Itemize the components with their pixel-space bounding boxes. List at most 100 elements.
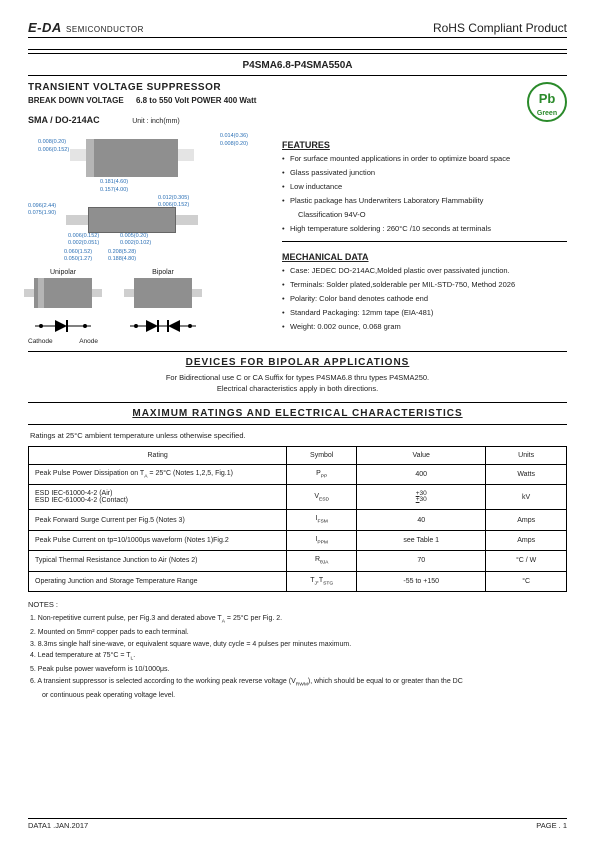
table-row: Typical Thermal Resistance Junction to A… — [29, 551, 567, 571]
notes-heading: NOTES : — [28, 600, 567, 609]
diode-bipolar-icon — [128, 316, 198, 336]
feature-item: Classification 94V-O — [282, 210, 567, 219]
dim-label: 0.050(1.27) — [64, 256, 92, 262]
unit-label: Unit : inch(mm) — [132, 118, 179, 125]
table-cell: ESD IEC-61000-4-2 (Air)ESD IEC-61000-4-2… — [29, 485, 287, 510]
part-number-title: P4SMA6.8-P4SMA550A — [28, 54, 567, 76]
table-cell: Operating Junction and Storage Temperatu… — [29, 571, 287, 591]
bipolar-block: Bipolar — [128, 269, 198, 338]
breakdown-line: BREAK DOWN VOLTAGE 6.8 to 550 Volt POWER… — [28, 96, 268, 105]
feature-item: For surface mounted applications in orde… — [282, 154, 567, 163]
cathode-label: Cathode — [28, 338, 53, 345]
diode-unipolar-icon — [33, 316, 93, 336]
table-header: Units — [486, 447, 567, 465]
table-header: Rating — [29, 447, 287, 465]
dim-label: 0.006(0.152) — [158, 202, 189, 208]
page-header: E-DA SEMICONDUCTOR RoHS Compliant Produc… — [28, 20, 567, 38]
ratings-table: Rating Symbol Value Units Peak Pulse Pow… — [28, 446, 567, 592]
table-cell: Amps — [486, 530, 567, 550]
dim-label: 0.006(0.152) — [38, 147, 69, 153]
dim-label: 0.014(0.36) — [220, 133, 248, 139]
table-row: Peak Pulse Power Dissipation on TA = 25°… — [29, 465, 567, 485]
table-cell: -55 to +150 — [357, 571, 486, 591]
table-cell: VESD — [287, 485, 357, 510]
table-row: Operating Junction and Storage Temperatu… — [29, 571, 567, 591]
pb-free-icon: Pb Green — [527, 82, 567, 122]
bipolar-app-title: DEVICES FOR BIPOLAR APPLICATIONS — [28, 352, 567, 370]
bipolar-label: Bipolar — [128, 269, 198, 276]
note-item: 2. Mounted on 5mm² copper pads to each t… — [30, 627, 567, 639]
note-item: 4. Lead temperature at 75°C = TL. — [30, 650, 567, 664]
rohs-label: RoHS Compliant Product — [433, 21, 567, 35]
table-row: ESD IEC-61000-4-2 (Air)ESD IEC-61000-4-2… — [29, 485, 567, 510]
brand-sub: SEMICONDUCTOR — [66, 25, 144, 34]
brand: E-DA SEMICONDUCTOR — [28, 20, 144, 35]
dim-label: 0.181(4.60) — [100, 179, 128, 185]
table-cell: Peak Pulse Power Dissipation on TA = 25°… — [29, 465, 287, 485]
mech-item: Case: JEDEC DO-214AC,Molded plastic over… — [282, 266, 567, 275]
table-header: Symbol — [287, 447, 357, 465]
table-cell: 40 — [357, 510, 486, 530]
dim-label: 0.002(0.051) — [68, 240, 99, 246]
mech-item: Standard Packaging: 12mm tape (EIA-481) — [282, 308, 567, 317]
unipolar-label: Unipolar — [28, 269, 98, 276]
mechanical-list: Case: JEDEC DO-214AC,Molded plastic over… — [282, 266, 567, 331]
dim-label: 0.002(0.102) — [120, 240, 151, 246]
table-cell: Typical Thermal Resistance Junction to A… — [29, 551, 287, 571]
dim-label: 0.208(5.28) — [108, 249, 136, 255]
pb-green-label: Green — [529, 110, 565, 117]
mech-item: Polarity: Color band denotes cathode end — [282, 294, 567, 303]
features-list: For surface mounted applications in orde… — [282, 154, 567, 233]
note-item: 5. Peak pulse power waveform is 10/1000μ… — [30, 664, 567, 676]
footer-page: PAGE . 1 — [536, 821, 567, 830]
table-row: Peak Pulse Current on tp=10/1000μs wavef… — [29, 530, 567, 550]
package-outline-drawing: 0.014(0.36) 0.008(0.20) 0.008(0.20) 0.00… — [28, 131, 248, 265]
table-cell: °C / W — [486, 551, 567, 571]
feature-item: Glass passivated junction — [282, 168, 567, 177]
table-cell: °C — [486, 571, 567, 591]
page-footer: DATA1 .JAN.2017 PAGE . 1 — [28, 818, 567, 830]
note-item: 1. Non-repetitive current pulse, per Fig… — [30, 613, 567, 627]
table-row: Peak Forward Surge Current per Fig.5 (No… — [29, 510, 567, 530]
table-cell: Peak Forward Surge Current per Fig.5 (No… — [29, 510, 287, 530]
table-cell: IPPM — [287, 530, 357, 550]
table-cell: +30+30 — [357, 485, 486, 510]
dim-label: 0.008(0.20) — [220, 141, 248, 147]
note-item: or continuous peak operating voltage lev… — [30, 690, 567, 702]
mech-item: Terminals: Solder plated,solderable per … — [282, 280, 567, 289]
sma-label: SMA / DO-214AC — [28, 115, 100, 125]
mech-item: Weight: 0.002 ounce, 0.068 gram — [282, 322, 567, 331]
footer-date: DATA1 .JAN.2017 — [28, 821, 88, 830]
note-item: 6. A transient suppressor is selected ac… — [30, 676, 567, 690]
package-line: SMA / DO-214AC Unit : inch(mm) — [28, 115, 268, 125]
features-heading: FEATURES — [282, 140, 567, 150]
dim-label: 0.157(4.00) — [100, 187, 128, 193]
dim-label: 0.188(4.80) — [108, 256, 136, 262]
ratings-note: Ratings at 25°C ambient temperature unle… — [30, 431, 567, 440]
dim-label: 0.005(0.20) — [120, 233, 148, 239]
table-cell: Amps — [486, 510, 567, 530]
dim-label: 0.096(2.44) — [28, 203, 56, 209]
feature-item: Plastic package has Underwriters Laborat… — [282, 196, 567, 205]
table-cell: 70 — [357, 551, 486, 571]
table-cell: 400 — [357, 465, 486, 485]
table-cell: PPP — [287, 465, 357, 485]
feature-item: High temperature soldering : 260°C /10 s… — [282, 224, 567, 233]
polarity-diagrams: Unipolar Cathode Anode Bipol — [28, 269, 268, 345]
volt-range: 6.8 to 550 Volt POWER 400 Watt — [136, 96, 256, 105]
brand-name: E-DA — [28, 20, 62, 35]
table-cell: TJ,TSTG — [287, 571, 357, 591]
dim-label: 0.060(1.52) — [64, 249, 92, 255]
bipolar-app-text: For Bidirectional use C or CA Suffix for… — [28, 373, 567, 394]
anode-label: Anode — [79, 338, 98, 345]
mechanical-heading: MECHANICAL DATA — [282, 252, 567, 262]
dim-label: 0.075(1.90) — [28, 210, 56, 216]
table-cell: IFSM — [287, 510, 357, 530]
table-cell: kV — [486, 485, 567, 510]
table-cell: Watts — [486, 465, 567, 485]
table-header: Value — [357, 447, 486, 465]
feature-item: Low inductance — [282, 182, 567, 191]
tvs-title: TRANSIENT VOLTAGE SUPPRESSOR — [28, 82, 268, 93]
pb-text: Pb — [539, 91, 556, 106]
table-cell: Peak Pulse Current on tp=10/1000μs wavef… — [29, 530, 287, 550]
